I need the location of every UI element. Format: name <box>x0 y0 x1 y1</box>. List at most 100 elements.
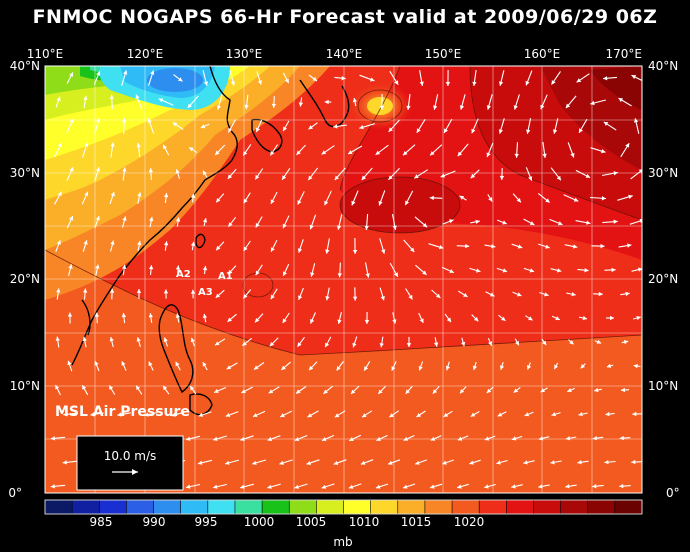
wind-vector-head <box>470 173 476 179</box>
wind-vector-head <box>225 412 231 417</box>
wind-vector-head <box>403 151 408 156</box>
wind-vector-head <box>484 436 490 441</box>
wind-vector-head <box>601 196 606 201</box>
wind-vector-head <box>517 244 523 249</box>
colorbar-tick: 1015 <box>401 515 432 529</box>
wind-vector-head <box>172 122 178 127</box>
wind-vector-head <box>360 460 366 465</box>
wind-vector-head <box>579 128 583 133</box>
wind-vector-head <box>619 483 624 489</box>
wind-vector-head <box>243 246 248 251</box>
wind-vector-head <box>297 248 303 253</box>
wind-vector-head <box>294 437 300 442</box>
wind-vector-head <box>216 198 221 203</box>
wind-vector-head <box>440 173 446 178</box>
wind-vector-head <box>175 169 180 174</box>
wind-vector-head <box>613 219 618 224</box>
wind-vector-head <box>502 268 508 273</box>
wind-vectors <box>50 69 642 489</box>
wind-vector-head <box>83 95 88 101</box>
wind-vector-head <box>364 225 369 230</box>
wind-vector-head <box>95 264 100 269</box>
wind-vector-head <box>310 272 315 277</box>
wind-vector-head <box>457 484 462 489</box>
wind-vector-head <box>422 222 428 228</box>
wind-vector-head <box>56 288 61 293</box>
wind-vector-head <box>514 153 519 158</box>
wind-vector-head <box>348 484 354 489</box>
wind-vector-head <box>576 78 582 83</box>
wind-vector-head <box>200 124 206 129</box>
wind-vector-head <box>590 100 595 106</box>
wind-vector-head <box>136 289 142 293</box>
wind-vector-head <box>556 268 562 273</box>
wind-vector-head <box>284 78 289 84</box>
wind-vector-head <box>499 175 505 180</box>
wind-vector-head <box>498 129 503 134</box>
wind-vector-head <box>613 171 618 176</box>
wind-vector-head <box>158 98 164 103</box>
wind-vector-head <box>408 294 413 300</box>
wind-vector-head <box>551 412 556 417</box>
wind-vector-head <box>203 81 209 86</box>
wind-vector-head <box>375 150 381 155</box>
wind-vector-head <box>594 387 599 393</box>
storm-marker-a1: A1 <box>218 271 233 282</box>
storm-marker-a2: A2 <box>176 269 191 280</box>
wind-vector-head <box>445 82 451 86</box>
wind-vector-head <box>297 200 302 205</box>
wind-vector-head <box>175 265 181 270</box>
wind-vector-head <box>147 118 152 123</box>
wind-vector-head <box>475 219 480 224</box>
wind-vector-head <box>600 243 605 249</box>
wind-vector-head <box>136 385 141 391</box>
wind-vector-head <box>252 460 257 465</box>
wind-vector-head <box>545 244 550 249</box>
wind-vector-head <box>84 142 89 147</box>
colorbar-frame <box>44 499 643 515</box>
wind-vector-head <box>469 460 474 465</box>
wind-vector-head <box>394 80 399 85</box>
wind-vector-head <box>307 413 313 418</box>
wind-vector-head <box>137 240 142 246</box>
colorbar-swatch <box>478 499 508 515</box>
wind-vector-head <box>348 150 353 154</box>
wind-vector-head <box>596 339 602 344</box>
wind-vector-head <box>190 337 195 343</box>
wind-vector-head <box>187 103 192 108</box>
wind-vector-head <box>255 174 260 180</box>
wind-vector-head <box>476 268 481 273</box>
colorbar-tick-labels: 985 990 995 1000 1005 1010 1015 1020 <box>90 515 485 529</box>
wind-vector-head <box>550 460 555 465</box>
wind-vector-head <box>268 389 274 394</box>
lat-label: 0° <box>8 486 22 500</box>
colorbar-swatch <box>44 499 73 515</box>
wind-vector-head <box>137 192 142 197</box>
wind-vector-head <box>526 129 531 134</box>
wind-vector-head <box>63 412 68 417</box>
wind-vector-head <box>380 296 385 301</box>
wind-vector-head <box>486 105 491 110</box>
wind-vector-head <box>198 460 203 465</box>
storm-marker-a3: A3 <box>198 287 213 298</box>
wind-vector-head <box>175 361 180 367</box>
colorbar-tick: 985 <box>90 515 113 529</box>
wind-vector-head <box>389 413 394 418</box>
wind-vector-head <box>499 365 505 370</box>
wind-vector-head <box>148 361 153 367</box>
wind-vector-head <box>57 191 62 197</box>
wind-vector-head <box>449 219 454 224</box>
wind-vector-head <box>244 104 249 110</box>
wind-vector-head <box>555 316 560 321</box>
wind-vector-head <box>352 342 357 348</box>
wind-vector-head <box>243 151 248 156</box>
wind-vector-head <box>123 70 128 75</box>
wind-vector-head <box>361 175 366 180</box>
wind-vector-head <box>189 147 194 152</box>
lon-label: 120°E <box>127 47 164 61</box>
wind-vector-head <box>527 365 532 370</box>
wind-vector-head <box>465 243 470 249</box>
wind-vector-head <box>496 460 501 465</box>
wind-vector-head <box>214 388 219 393</box>
wind-vector-head <box>638 267 642 272</box>
